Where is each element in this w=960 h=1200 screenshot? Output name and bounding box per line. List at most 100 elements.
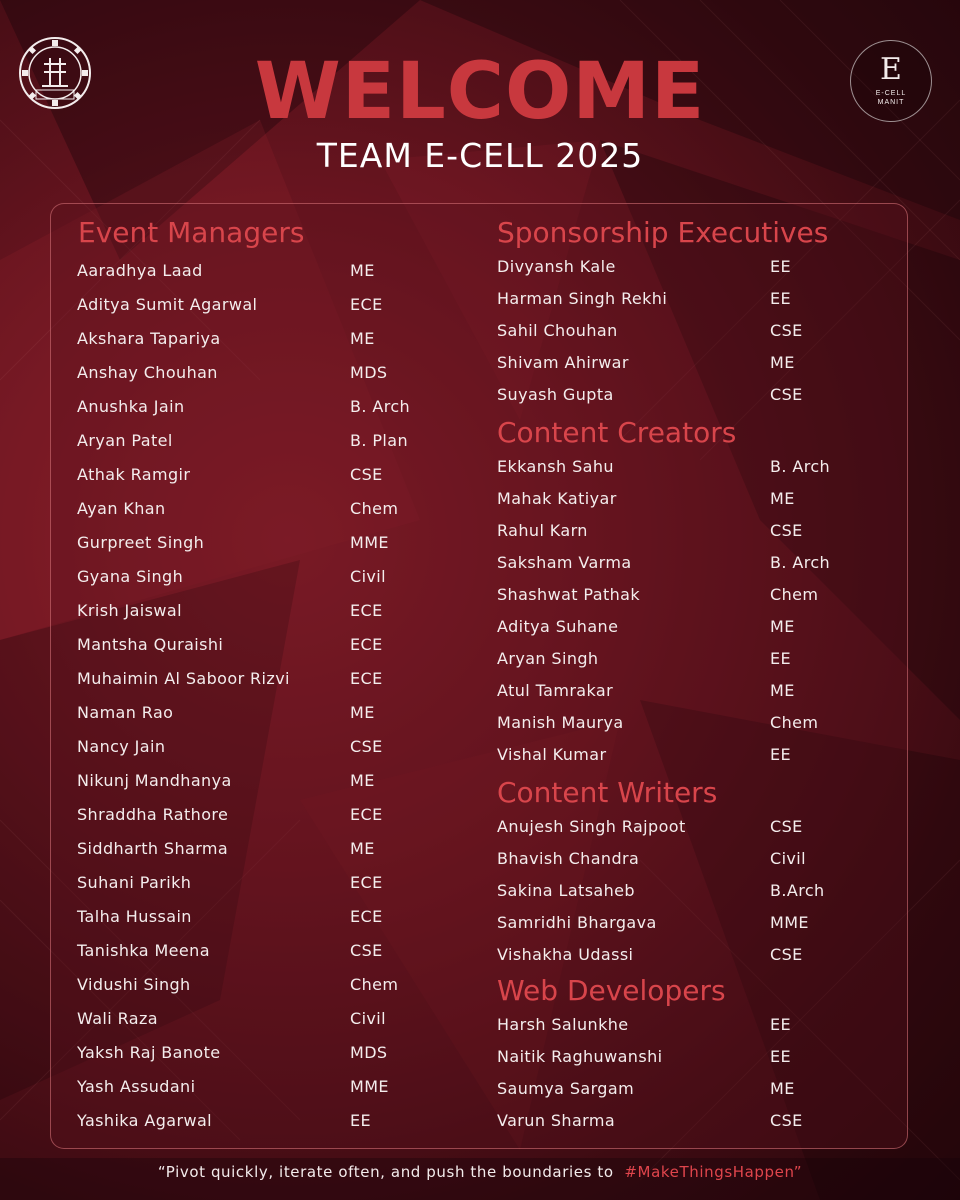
member-branch: CSE	[770, 945, 803, 964]
member-name: Shivam Ahirwar	[497, 353, 629, 372]
member-name: Nikunj Mandhanya	[77, 771, 232, 790]
section-title-web-developers: Web Developers	[497, 974, 726, 1007]
member-branch: Chem	[350, 975, 399, 994]
member-name: Anujesh Singh Rajpoot	[497, 817, 686, 836]
member-branch: MME	[350, 1077, 389, 1096]
member-name: Saumya Sargam	[497, 1079, 635, 1098]
member-branch: B.Arch	[770, 881, 825, 900]
member-branch: CSE	[770, 385, 803, 404]
member-name: Samridhi Bhargava	[497, 913, 657, 932]
member-branch: ME	[350, 329, 375, 348]
welcome-title: WELCOME	[254, 47, 706, 137]
member-name: Harsh Salunkhe	[497, 1015, 629, 1034]
member-branch: ECE	[350, 635, 383, 654]
member-branch: CSE	[770, 521, 803, 540]
member-name: Gyana Singh	[77, 567, 184, 586]
member-branch: B. Arch	[770, 457, 831, 476]
member-name: Saksham Varma	[497, 553, 632, 572]
member-name: Suhani Parikh	[77, 873, 192, 892]
member-branch: ECE	[350, 805, 383, 824]
member-branch: ECE	[350, 669, 383, 688]
member-name: Yashika Agarwal	[77, 1111, 212, 1130]
member-name: Anshay Chouhan	[77, 363, 218, 382]
footer-hashtag: #MakeThingsHappen”	[624, 1163, 803, 1181]
member-branch: Civil	[350, 567, 386, 586]
member-branch: ME	[350, 261, 375, 280]
member-branch: B. Arch	[350, 397, 411, 416]
member-name: Ekkansh Sahu	[497, 457, 614, 476]
member-name: Aditya Suhane	[497, 617, 619, 636]
member-branch: ME	[350, 771, 375, 790]
member-branch: EE	[770, 289, 792, 308]
member-branch: Chem	[770, 585, 819, 604]
member-branch: MME	[770, 913, 809, 932]
member-branch: ME	[350, 703, 375, 722]
ecell-logo: E E-CELL MANIT	[850, 40, 932, 122]
section-title-content-creators: Content Creators	[497, 416, 737, 449]
member-branch: ME	[350, 839, 375, 858]
member-name: Mantsha Quraishi	[77, 635, 224, 654]
ecell-logo-letter: E	[880, 52, 902, 87]
member-name: Muhaimin Al Saboor Rizvi	[77, 669, 290, 688]
member-name: Yash Assudani	[77, 1077, 196, 1096]
ecell-logo-line1: E-CELL	[875, 90, 907, 97]
member-name: Aditya Sumit Agarwal	[77, 295, 258, 314]
section-title-content-writers: Content Writers	[497, 776, 718, 809]
member-branch: CSE	[350, 941, 383, 960]
member-name: Wali Raza	[77, 1009, 158, 1028]
member-branch: EE	[770, 257, 792, 276]
member-name: Sahil Chouhan	[497, 321, 618, 340]
member-name: Mahak Katiyar	[497, 489, 617, 508]
member-name: Vishakha Udassi	[497, 945, 634, 964]
member-branch: Chem	[350, 499, 399, 518]
member-name: Akshara Tapariya	[77, 329, 221, 348]
member-name: Rahul Karn	[497, 521, 588, 540]
member-name: Harman Singh Rekhi	[497, 289, 668, 308]
member-branch: Civil	[770, 849, 806, 868]
section-title-sponsorship-executives: Sponsorship Executives	[497, 216, 829, 249]
member-branch: ECE	[350, 295, 383, 314]
member-name: Shraddha Rathore	[77, 805, 229, 824]
member-name: Naman Rao	[77, 703, 174, 722]
team-subtitle: TEAM E-CELL 2025	[316, 136, 644, 175]
member-name: Ayan Khan	[77, 499, 166, 518]
member-branch: CSE	[350, 737, 383, 756]
footer-quote-text: “Pivot quickly, iterate often, and push …	[157, 1163, 614, 1181]
member-name: Krish Jaiswal	[77, 601, 182, 620]
section-title-event-managers: Event Managers	[78, 216, 305, 249]
member-branch: MDS	[350, 363, 388, 382]
member-branch: EE	[770, 649, 792, 668]
member-branch: ME	[770, 489, 795, 508]
member-branch: CSE	[770, 1111, 803, 1130]
member-branch: B. Arch	[770, 553, 831, 572]
member-branch: B. Plan	[350, 431, 408, 450]
member-name: Athak Ramgir	[77, 465, 191, 484]
footer-band	[0, 1158, 960, 1200]
member-name: Vishal Kumar	[497, 745, 607, 764]
member-branch: ME	[770, 617, 795, 636]
member-name: Aryan Patel	[77, 431, 173, 450]
ecell-logo-line2: MANIT	[877, 99, 905, 106]
member-name: Aryan Singh	[497, 649, 599, 668]
member-branch: CSE	[770, 321, 803, 340]
member-branch: EE	[770, 1047, 792, 1066]
member-branch: EE	[350, 1111, 372, 1130]
member-branch: MDS	[350, 1043, 388, 1062]
member-name: Siddharth Sharma	[77, 839, 229, 858]
member-name: Yaksh Raj Banote	[77, 1043, 221, 1062]
member-name: Atul Tamrakar	[497, 681, 614, 700]
member-name: Naitik Raghuwanshi	[497, 1047, 663, 1066]
member-branch: ECE	[350, 873, 383, 892]
member-name: Varun Sharma	[497, 1111, 616, 1130]
member-branch: ME	[770, 1079, 795, 1098]
member-name: Manish Maurya	[497, 713, 624, 732]
member-name: Nancy Jain	[77, 737, 166, 756]
member-branch: CSE	[770, 817, 803, 836]
member-name: Bhavish Chandra	[497, 849, 640, 868]
member-name: Anushka Jain	[77, 397, 185, 416]
member-branch: ECE	[350, 601, 383, 620]
member-branch: ECE	[350, 907, 383, 926]
member-name: Divyansh Kale	[497, 257, 616, 276]
member-name: Talha Hussain	[77, 907, 192, 926]
